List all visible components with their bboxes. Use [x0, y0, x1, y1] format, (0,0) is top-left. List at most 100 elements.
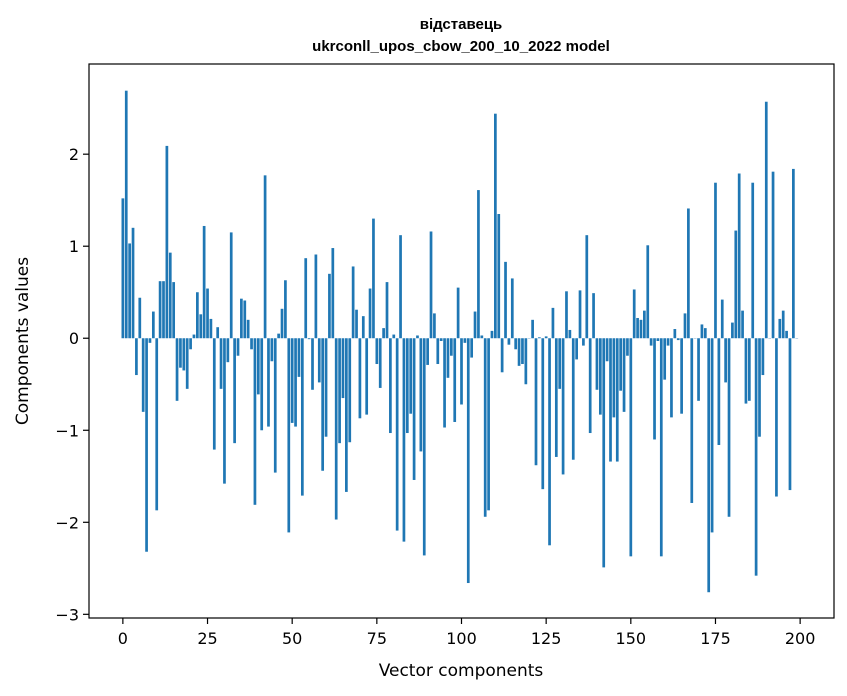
bar — [477, 190, 480, 339]
bar — [236, 338, 240, 356]
bar — [324, 338, 328, 437]
bar — [483, 338, 487, 517]
bar — [747, 338, 751, 401]
bar — [639, 319, 643, 339]
y-tick-label: 1 — [69, 237, 79, 256]
bar — [761, 338, 765, 376]
bar — [548, 338, 551, 546]
bar — [365, 338, 369, 415]
bar — [788, 338, 792, 491]
bar — [646, 245, 650, 339]
bar — [463, 338, 467, 343]
bar — [300, 338, 304, 496]
bar — [561, 338, 565, 475]
bar — [710, 338, 714, 533]
bar — [260, 338, 264, 431]
bar — [500, 338, 504, 373]
bar — [202, 225, 206, 339]
bar — [223, 338, 226, 484]
bar — [656, 338, 660, 341]
bar — [731, 322, 734, 339]
bar — [165, 145, 169, 339]
chart-title: відставець — [420, 16, 503, 33]
bar — [619, 338, 623, 391]
bar — [460, 338, 463, 405]
x-tick-label: 175 — [700, 629, 731, 648]
bar — [744, 338, 748, 404]
bar — [700, 324, 704, 339]
bar — [632, 289, 636, 339]
y-tick-label: −3 — [55, 605, 79, 624]
bar — [277, 333, 280, 339]
bar — [155, 338, 159, 511]
bar — [341, 338, 345, 399]
bar — [331, 248, 335, 339]
bar — [487, 338, 490, 511]
bar — [683, 313, 687, 339]
bar — [605, 338, 609, 362]
bar — [399, 235, 402, 339]
bar — [219, 338, 223, 389]
bar — [538, 337, 541, 339]
bar — [328, 273, 331, 339]
bar — [317, 338, 321, 383]
bar — [764, 101, 768, 339]
bar — [751, 182, 755, 339]
bar — [737, 173, 741, 339]
x-tick-label: 150 — [616, 629, 647, 648]
bar — [172, 282, 176, 339]
bar — [243, 300, 247, 339]
bar — [456, 287, 460, 339]
bar — [409, 338, 413, 414]
bar — [345, 338, 348, 492]
bar — [189, 338, 192, 350]
bar — [314, 254, 318, 339]
bar — [622, 338, 626, 412]
bar — [521, 338, 524, 365]
bar — [670, 338, 673, 418]
bar — [717, 338, 721, 445]
bar — [534, 338, 538, 466]
x-tick-label: 100 — [446, 629, 477, 648]
y-tick-label: 2 — [69, 145, 79, 164]
bar — [138, 297, 142, 339]
bar — [551, 307, 555, 339]
bar — [192, 334, 196, 339]
bar — [524, 338, 528, 385]
bar — [649, 338, 653, 346]
bar — [405, 338, 409, 434]
bar — [687, 208, 690, 339]
bar — [233, 338, 236, 444]
bar — [446, 338, 450, 378]
bar — [426, 338, 429, 365]
x-tick-label: 0 — [118, 629, 128, 648]
bar — [307, 338, 311, 340]
bar — [643, 310, 646, 339]
bar — [470, 338, 474, 358]
bar — [554, 338, 558, 457]
bar — [229, 232, 233, 339]
bar — [375, 338, 379, 365]
bar — [355, 309, 358, 339]
bar — [480, 335, 484, 339]
bar — [121, 198, 125, 339]
bar — [206, 288, 209, 339]
bar — [588, 338, 592, 434]
bar — [659, 338, 663, 557]
bar — [246, 319, 250, 339]
bar — [507, 338, 511, 345]
bar — [497, 214, 501, 339]
bar — [182, 338, 186, 371]
bar — [348, 338, 352, 443]
bar — [490, 330, 494, 339]
bar — [666, 338, 670, 346]
bar — [676, 338, 680, 341]
bar — [466, 338, 470, 584]
x-axis-ticks: 0 25 50 75 100 125 150 175 200 — [118, 618, 815, 648]
bar — [707, 338, 711, 593]
bar — [504, 261, 507, 339]
bar — [284, 280, 287, 339]
y-tick-label: −1 — [55, 421, 79, 440]
bar — [612, 338, 616, 418]
bar — [626, 338, 629, 356]
